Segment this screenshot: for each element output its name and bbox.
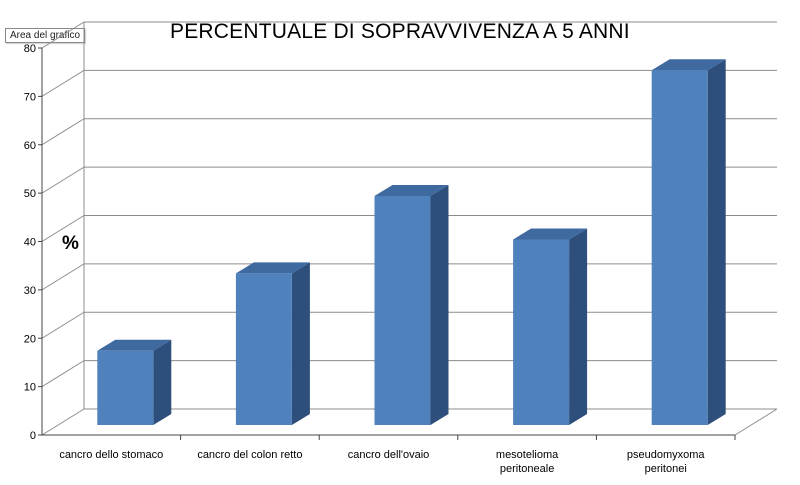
bar: [513, 239, 570, 425]
bar-top: [374, 184, 449, 196]
bar-top: [513, 228, 588, 240]
x-category-label: cancro del colon retto: [197, 449, 302, 461]
bar: [235, 273, 292, 425]
bar-side: [569, 228, 588, 425]
y-tick-label: 0: [30, 430, 36, 442]
bar: [651, 70, 708, 425]
gridline-depth: [41, 360, 85, 388]
y-tick-label: 80: [24, 43, 36, 55]
bar-side: [430, 184, 449, 425]
bar-top: [235, 262, 310, 274]
gridline-depth: [41, 69, 85, 97]
x-category-label: cancro dell'ovaio: [348, 449, 430, 461]
x-category-label: pseudomyxoma: [627, 449, 706, 461]
y-tick-label: 60: [24, 140, 36, 152]
chart-title: PERCENTUALE DI SOPRAVVIVENZA A 5 ANNI: [170, 20, 630, 43]
floor-right-edge: [734, 408, 778, 436]
x-category-label: cancro dello stomaco: [59, 449, 163, 461]
y-tick-label: 40: [24, 237, 36, 249]
y-axis-unit-label: %: [62, 233, 79, 254]
gridline-depth: [41, 21, 85, 49]
y-tick-label: 50: [24, 188, 36, 200]
x-category-label: mesotelioma: [496, 449, 559, 461]
gridline-depth: [41, 408, 85, 436]
gridline-depth: [41, 118, 85, 146]
bar-top: [97, 339, 172, 351]
y-tick-label: 70: [24, 91, 36, 103]
gridline-depth: [41, 215, 85, 242]
x-category-label: peritoneale: [500, 463, 554, 475]
bar: [97, 350, 154, 425]
bar: [374, 195, 431, 425]
y-tick-label: 10: [24, 382, 36, 394]
bar-side: [153, 339, 172, 425]
gridline-depth: [41, 311, 85, 339]
x-category-label: peritonei: [645, 463, 687, 475]
bar-top: [651, 59, 726, 71]
gridline-depth: [41, 263, 85, 291]
gridline-depth: [41, 166, 85, 194]
chart-area-tooltip: Area del grafico: [5, 28, 86, 43]
y-tick-label: 30: [24, 285, 36, 297]
bar-side: [291, 262, 310, 425]
y-tick-label: 20: [24, 333, 36, 345]
bar-side: [707, 59, 726, 425]
